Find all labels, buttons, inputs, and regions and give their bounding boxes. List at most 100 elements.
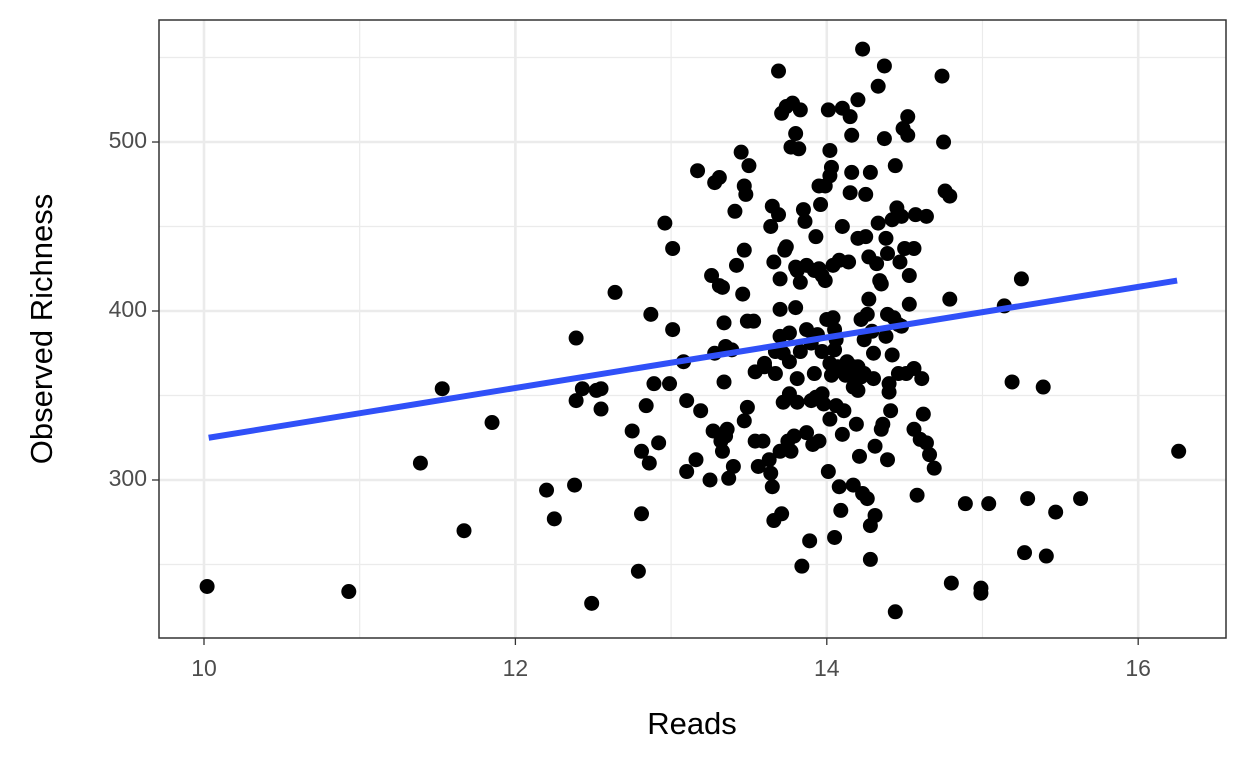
point (906, 240, 922, 256)
point (646, 376, 662, 392)
point (833, 502, 849, 518)
point (593, 401, 609, 417)
point (764, 479, 780, 495)
point (918, 435, 934, 451)
point (741, 158, 757, 174)
point (774, 506, 790, 522)
point (906, 360, 922, 376)
point (783, 443, 799, 459)
point (763, 465, 779, 481)
point (484, 415, 500, 431)
point (761, 452, 777, 468)
point (909, 487, 925, 503)
point (568, 393, 584, 409)
point (546, 511, 562, 527)
point (914, 371, 930, 387)
point (887, 604, 903, 620)
trend-line (208, 277, 1178, 441)
point (844, 164, 860, 180)
point (593, 381, 609, 397)
panel-border (158, 19, 1227, 639)
point (817, 273, 833, 289)
point (861, 291, 877, 307)
point (834, 426, 850, 442)
point (772, 301, 788, 317)
point (584, 595, 600, 611)
point (733, 144, 749, 160)
point (850, 382, 866, 398)
point (702, 472, 718, 488)
point (735, 286, 751, 302)
point (855, 41, 871, 57)
point (887, 158, 903, 174)
point (630, 563, 646, 579)
point (199, 578, 215, 594)
x-tick-label: 16 (1125, 655, 1151, 681)
point (876, 58, 892, 74)
point (1017, 545, 1033, 561)
point (915, 406, 931, 422)
point (763, 219, 779, 235)
y-tick-label: 400 (109, 296, 147, 322)
point (771, 207, 787, 223)
y-axis-title: Observed Richness (24, 194, 59, 465)
point (834, 219, 850, 235)
point (716, 315, 732, 331)
point (624, 423, 640, 439)
point (880, 452, 896, 468)
point (755, 433, 771, 449)
point (693, 403, 709, 419)
y-tick-label: 500 (109, 127, 147, 153)
point (865, 371, 881, 387)
point (892, 254, 908, 270)
point (862, 551, 878, 567)
point (943, 575, 959, 591)
point (721, 470, 737, 486)
point (766, 254, 782, 270)
point (725, 458, 741, 474)
point (922, 447, 938, 463)
point (900, 109, 916, 125)
point (858, 186, 874, 202)
point (1004, 374, 1020, 390)
point (878, 230, 894, 246)
point (792, 344, 808, 360)
point (574, 381, 590, 397)
point (813, 197, 829, 213)
point (634, 506, 650, 522)
point (651, 435, 667, 451)
point (1038, 548, 1054, 564)
point (822, 411, 838, 427)
point (869, 256, 885, 272)
point (757, 355, 773, 371)
point (811, 433, 827, 449)
point (957, 496, 973, 512)
point (662, 376, 678, 392)
point (797, 213, 813, 229)
point (918, 208, 934, 224)
point (942, 291, 958, 307)
point (679, 393, 695, 409)
point (842, 185, 858, 201)
point (831, 479, 847, 495)
point (1048, 504, 1064, 520)
point (714, 443, 730, 459)
point (719, 421, 735, 437)
point (842, 109, 858, 125)
point (825, 310, 841, 326)
point (1073, 491, 1089, 507)
point (736, 413, 752, 429)
point (841, 254, 857, 270)
point (1013, 271, 1029, 287)
x-axis-title: Reads (647, 706, 737, 741)
point (859, 491, 875, 507)
point (901, 296, 917, 312)
point (746, 313, 762, 329)
point (714, 279, 730, 295)
point (850, 92, 866, 108)
point (665, 240, 681, 256)
point (789, 394, 805, 410)
point (836, 403, 852, 419)
y-tick-label: 300 (109, 465, 147, 491)
